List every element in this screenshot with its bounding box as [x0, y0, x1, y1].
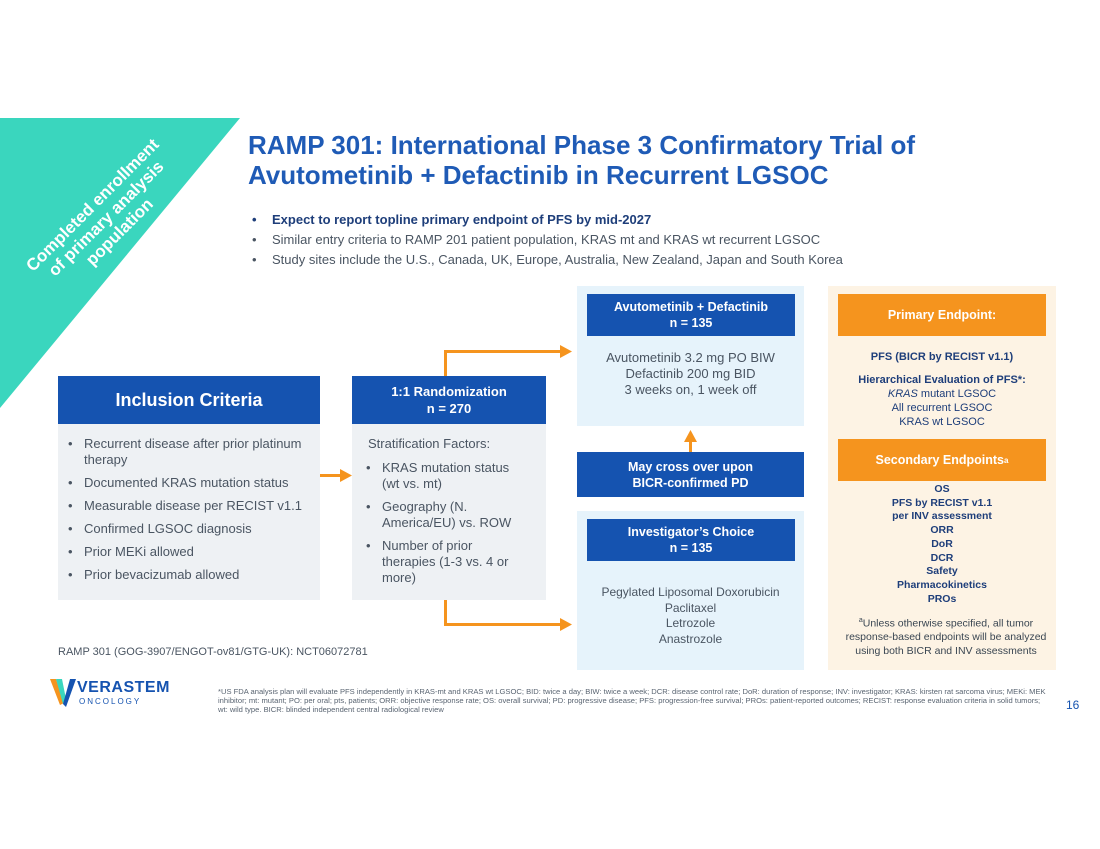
inclusion-item: Prior bevacizumab allowed [64, 567, 314, 583]
arm-a-title: Avutometinib + Defactinib [613, 300, 769, 314]
secondary-note: aUnless otherwise specified, all tumor r… [840, 614, 1052, 658]
logo-name: VERASTEM [77, 679, 170, 696]
arrow-head-icon [560, 618, 572, 631]
secondary-title: Secondary Endpoints [875, 453, 1005, 467]
secondary-item: Safety [926, 565, 958, 578]
arrow-connector [444, 350, 564, 353]
summary-bullets: Expect to report topline primary endpoin… [250, 210, 1050, 270]
bullet-item: Expect to report topline primary endpoin… [250, 210, 1050, 230]
inclusion-item: Confirmed LGSOC diagnosis [64, 521, 314, 537]
primary-endpoint-heading: Primary Endpoint: [838, 294, 1046, 336]
arm-a-n: n = 135 [669, 316, 713, 330]
arm-b-n: n = 135 [669, 541, 713, 555]
secondary-item: ORR [930, 524, 954, 537]
regimen-line: Paclitaxel [664, 600, 717, 615]
strat-item: Number of prior therapies (1-3 vs. 4 or … [362, 538, 522, 586]
strat-item: KRAS mutation status (wt vs. mt) [362, 460, 522, 492]
regimen-line: Pegylated Liposomal Doxorubicin [601, 585, 780, 599]
primary-line-rest: mutant LGSOC [917, 388, 997, 400]
arm-a-regimen: Avutometinib 3.2 mg PO BIW Defactinib 20… [577, 350, 804, 398]
title-line-2: Avutometinib + Defactinib in Recurrent L… [248, 160, 829, 190]
crossover-line-2: BICR-confirmed PD [632, 475, 749, 490]
regimen-line: Letrozole [665, 616, 716, 630]
primary-line: Hierarchical Evaluation of PFS*: [858, 374, 1026, 386]
arrow-head-icon [340, 469, 352, 482]
secondary-sup: a [1004, 455, 1009, 465]
arm-b-title: Investigator’s Choice [627, 525, 755, 539]
logo-mark-icon [50, 679, 76, 707]
secondary-item: per INV assessment [892, 510, 992, 523]
strat-label: Stratification Factors: [368, 436, 491, 451]
crossover-box: May cross over upon BICR-confirmed PD [577, 452, 804, 497]
secondary-endpoint-heading: Secondary Endpoints a [838, 439, 1046, 481]
primary-line: All recurrent LGSOC [891, 402, 993, 414]
inclusion-item: Prior MEKi allowed [64, 544, 314, 560]
secondary-item: OS [934, 483, 950, 495]
footnote: *US FDA analysis plan will evaluate PFS … [218, 687, 1046, 714]
inclusion-item: Recurrent disease after prior platinum t… [64, 436, 314, 468]
arrow-connector [320, 474, 344, 477]
logo-sub: ONCOLOGY [79, 697, 142, 706]
strat-list: KRAS mutation status (wt vs. mt) Geograp… [362, 460, 522, 593]
secondary-item: DoR [931, 537, 953, 550]
page-title: RAMP 301: International Phase 3 Confirma… [248, 130, 1028, 190]
kras-italic: KRAS [887, 388, 918, 400]
arrow-connector [444, 623, 564, 626]
arrow-head-icon [560, 345, 572, 358]
primary-line: PFS (BICR by RECIST v1.1) [870, 351, 1014, 363]
bullet-item: Similar entry criteria to RAMP 201 patie… [250, 230, 1050, 250]
primary-line: KRAS wt LGSOC [899, 416, 985, 428]
arrow-connector [444, 350, 447, 376]
randomization-title: 1:1 Randomization [391, 384, 507, 399]
inclusion-item: Measurable disease per RECIST v1.1 [64, 498, 314, 514]
regimen-line: Defactinib 200 mg BID [625, 366, 756, 381]
arm-a-heading: Avutometinib + Defactinib n = 135 [587, 294, 795, 336]
inclusion-list: Recurrent disease after prior platinum t… [64, 436, 314, 590]
strat-item: Geography (N. America/EU) vs. ROW [362, 499, 522, 531]
trial-id: RAMP 301 (GOG-3907/ENGOT-ov81/GTG-UK): N… [58, 646, 368, 658]
page-number: 16 [1066, 698, 1080, 712]
inclusion-heading: Inclusion Criteria [58, 376, 320, 424]
randomization-heading: 1:1 Randomization n = 270 [352, 376, 546, 424]
secondary-item: PROs [927, 592, 957, 605]
note-sup: a [858, 617, 863, 624]
regimen-line: 3 weeks on, 1 week off [624, 382, 757, 397]
primary-line: KRAS mutant LGSOC [828, 387, 1056, 401]
randomization-panel: Stratification Factors: KRAS mutation st… [352, 424, 546, 600]
arm-b-regimen: Pegylated Liposomal Doxorubicin Paclitax… [577, 585, 804, 647]
secondary-item: PFS by RECIST v1.1 [891, 496, 993, 509]
verastem-logo: VERASTEM ONCOLOGY [50, 677, 190, 711]
arrow-up-icon [684, 430, 697, 442]
arrow-connector [689, 441, 692, 452]
arrow-connector [444, 600, 447, 626]
regimen-line: Avutometinib 3.2 mg PO BIW [606, 350, 775, 365]
regimen-line: Anastrozole [658, 631, 723, 646]
bullet-item: Study sites include the U.S., Canada, UK… [250, 250, 1050, 270]
inclusion-panel: Recurrent disease after prior platinum t… [58, 424, 320, 600]
note-text: Unless otherwise specified, all tumor re… [845, 617, 1047, 657]
secondary-item: DCR [930, 551, 954, 564]
enrollment-ribbon: Completed enrollment of primary analysis… [0, 0, 260, 420]
secondary-endpoint-list: OS PFS by RECIST v1.1 per INV assessment… [828, 483, 1056, 606]
secondary-item: Pharmacokinetics [897, 578, 987, 591]
crossover-line-1: May cross over upon [627, 459, 754, 474]
randomization-n: n = 270 [426, 401, 472, 416]
arm-b-heading: Investigator’s Choice n = 135 [587, 519, 795, 561]
primary-endpoint-text: PFS (BICR by RECIST v1.1) Hierarchical E… [828, 350, 1056, 429]
title-line-1: RAMP 301: International Phase 3 Confirma… [248, 130, 916, 160]
inclusion-item: Documented KRAS mutation status [64, 475, 314, 491]
